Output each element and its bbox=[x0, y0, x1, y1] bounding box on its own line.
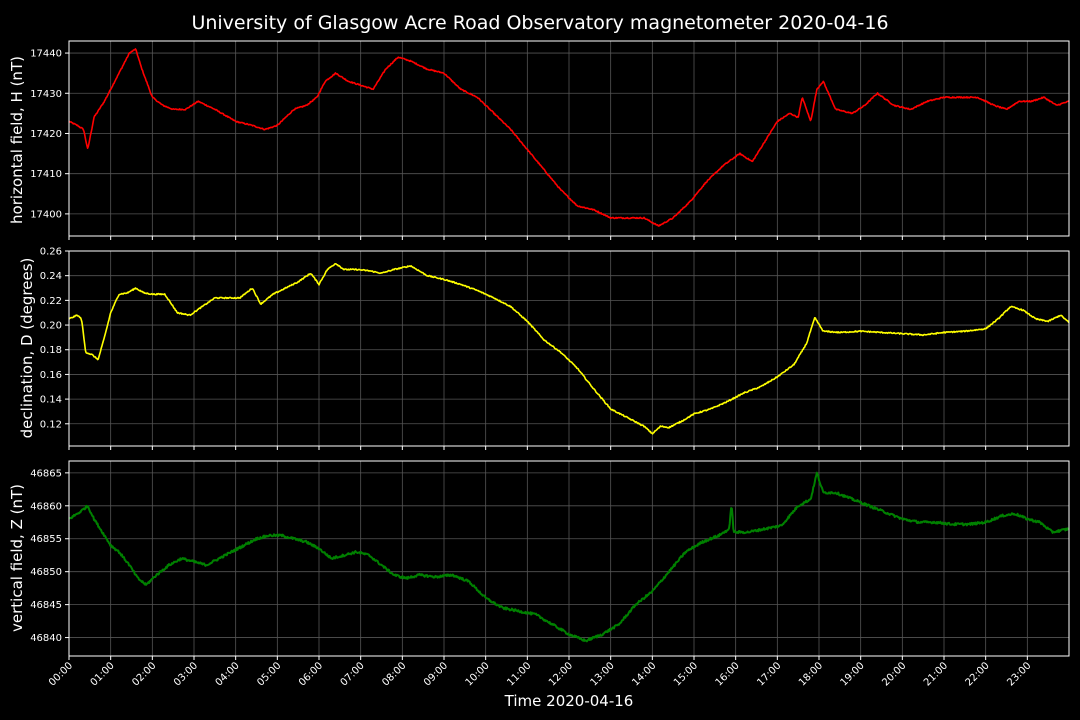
y-axis-label-h: horizontal field, H (nT) bbox=[8, 56, 26, 224]
x-tick-label-18: 18:00 bbox=[797, 660, 825, 688]
y-tick-label-h-0: 17400 bbox=[30, 209, 62, 220]
x-tick-label-16: 16:00 bbox=[714, 660, 742, 688]
y-tick-label-z-1: 46845 bbox=[30, 600, 62, 611]
x-tick-label-21: 21:00 bbox=[922, 660, 950, 688]
y-tick-label-z-4: 46860 bbox=[30, 501, 62, 512]
y-axis-label-z: vertical field, Z (nT) bbox=[8, 484, 26, 632]
y-tick-label-d-6: 0.24 bbox=[40, 271, 62, 282]
x-tick-label-22: 22:00 bbox=[964, 660, 992, 688]
y-axis-label-d: declination, D (degrees) bbox=[18, 258, 36, 439]
x-axis-label: Time 2020-04-16 bbox=[504, 692, 634, 710]
x-tick-label-23: 23:00 bbox=[1005, 660, 1033, 688]
x-tick-label-1: 01:00 bbox=[89, 660, 117, 688]
y-tick-label-d-5: 0.22 bbox=[40, 296, 62, 307]
y-tick-label-h-3: 17430 bbox=[30, 89, 62, 100]
x-tick-label-12: 12:00 bbox=[547, 660, 575, 688]
y-tick-label-d-2: 0.16 bbox=[40, 370, 62, 381]
y-tick-label-h-2: 17420 bbox=[30, 129, 62, 140]
panel-vertical-field: 46840 46845 46850 46855 46860 46865 bbox=[30, 460, 1070, 660]
axes-frame-z bbox=[68, 460, 1070, 657]
y-tick-label-d-0: 0.12 bbox=[40, 419, 62, 430]
x-axis-ticks: 00:00 01:00 02:00 03:00 04:00 05:00 06:00 07:00… bbox=[47, 660, 1033, 688]
x-tick-label-13: 13:00 bbox=[589, 660, 617, 688]
x-tick-label-8: 08:00 bbox=[380, 660, 408, 688]
axes-frame-d bbox=[68, 250, 1070, 447]
x-tick-label-20: 20:00 bbox=[880, 660, 908, 688]
y-tick-label-h-1: 17410 bbox=[30, 169, 62, 180]
x-tick-label-7: 07:00 bbox=[339, 660, 367, 688]
series-line-d bbox=[68, 263, 1070, 435]
x-tick-label-15: 15:00 bbox=[672, 660, 700, 688]
x-tick-label-3: 03:00 bbox=[172, 660, 200, 688]
x-tick-label-2: 02:00 bbox=[130, 660, 158, 688]
x-tick-label-0: 00:00 bbox=[47, 660, 75, 688]
y-tick-label-d-1: 0.14 bbox=[40, 395, 62, 406]
y-tick-label-d-3: 0.18 bbox=[40, 345, 62, 356]
panel-horizontal-field: 17400 17410 17420 17430 17440 bbox=[30, 40, 1070, 240]
y-tick-label-d-7: 0.26 bbox=[40, 247, 62, 258]
series-line-z bbox=[68, 471, 1070, 643]
y-tick-label-z-0: 46840 bbox=[30, 633, 62, 644]
x-tick-label-9: 09:00 bbox=[422, 660, 450, 688]
y-tick-label-d-4: 0.20 bbox=[40, 321, 62, 332]
y-tick-label-h-4: 17440 bbox=[30, 49, 62, 60]
x-tick-label-17: 17:00 bbox=[755, 660, 783, 688]
panel-declination: 0.12 0.14 0.16 0.18 0.20 0.22 0.24 0.26 bbox=[40, 247, 1070, 450]
x-tick-label-10: 10:00 bbox=[464, 660, 492, 688]
x-tick-label-11: 11:00 bbox=[505, 660, 533, 688]
x-tick-label-6: 06:00 bbox=[297, 660, 325, 688]
y-tick-label-z-5: 46865 bbox=[30, 468, 62, 479]
axes-frame-h bbox=[68, 40, 1070, 237]
x-tick-label-5: 05:00 bbox=[255, 660, 283, 688]
x-tick-label-19: 19:00 bbox=[839, 660, 867, 688]
y-tick-label-z-3: 46855 bbox=[30, 534, 62, 545]
x-tick-label-14: 14:00 bbox=[630, 660, 658, 688]
chart-title: University of Glasgow Acre Road Observat… bbox=[191, 12, 888, 34]
series-line-h bbox=[68, 48, 1070, 227]
x-tick-label-4: 04:00 bbox=[214, 660, 242, 688]
y-tick-label-z-2: 46850 bbox=[30, 567, 62, 578]
